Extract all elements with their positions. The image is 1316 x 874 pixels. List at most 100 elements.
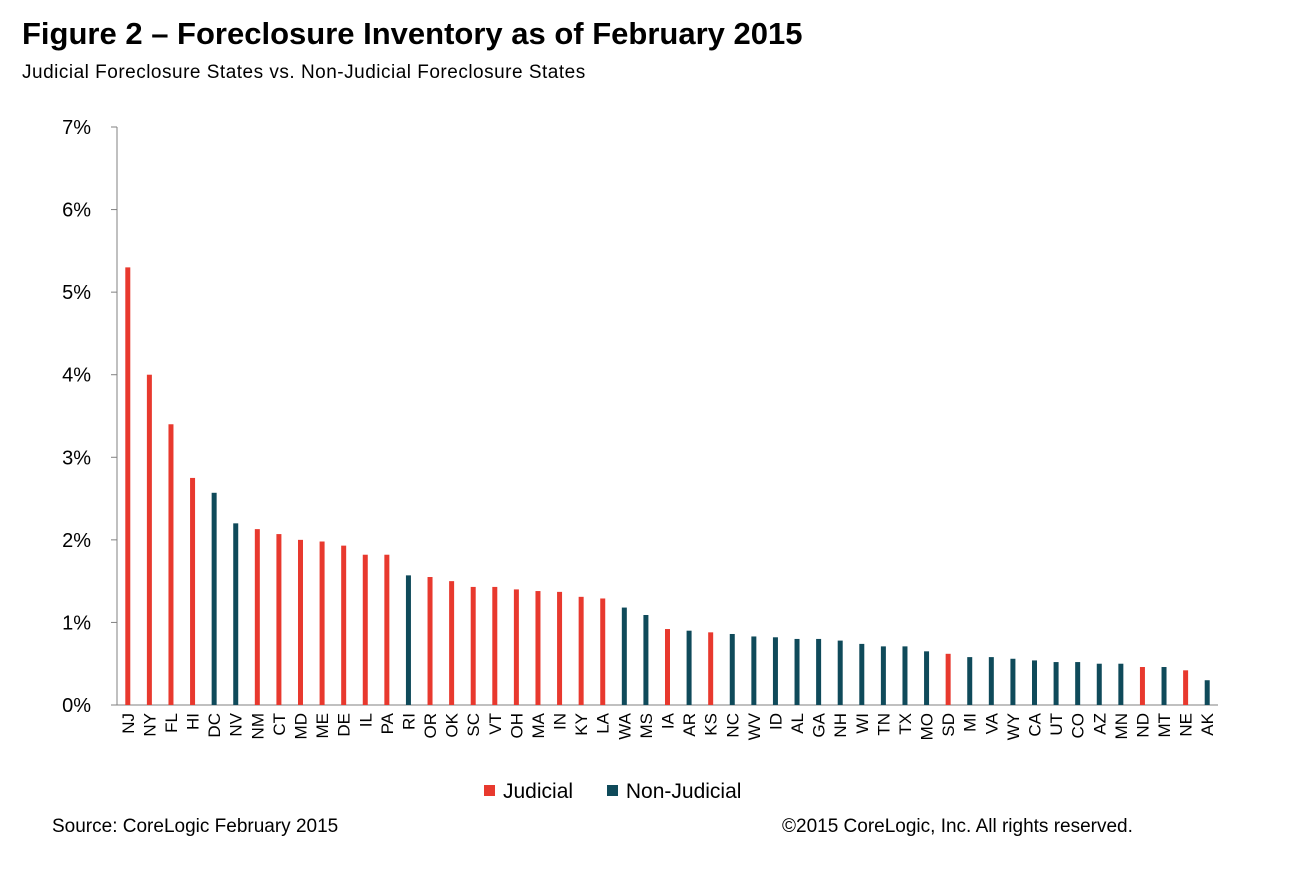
legend-swatch-non-judicial: [606, 785, 618, 796]
y-tick-label: 5%: [62, 282, 91, 304]
bar-ga: [816, 638, 822, 705]
bar-ky: [578, 596, 584, 705]
x-tick-label: MA: [529, 712, 548, 738]
x-tick-label: AZ: [1090, 713, 1109, 735]
bar-al: [794, 638, 800, 705]
bar-ut: [1053, 662, 1059, 705]
y-tick-label: 3%: [62, 447, 91, 469]
legend-label-non-judicial: Non-Judicial: [625, 780, 742, 803]
legend-swatch-judicial: [484, 785, 495, 796]
bar-mt: [1161, 667, 1167, 705]
x-tick-label: AR: [680, 713, 699, 737]
x-tick-label: ID: [766, 713, 785, 730]
legend-item-non-judicial: Non-Judicial: [606, 780, 742, 804]
bar-md: [298, 539, 303, 705]
copyright-note: ©2015 CoreLogic, Inc. All rights reserve…: [782, 816, 1133, 837]
x-tick-label: NM: [248, 713, 267, 739]
x-tick-label: OK: [443, 712, 462, 737]
bar-mi: [967, 657, 973, 705]
y-tick-label: 1%: [62, 612, 91, 634]
bar-ak: [1204, 680, 1210, 705]
x-tick-label: MI: [961, 713, 980, 732]
x-tick-label: WA: [615, 712, 634, 739]
x-tick-label: NE: [1177, 713, 1196, 737]
x-tick-label: AL: [788, 713, 807, 734]
y-tick-label: 0%: [62, 695, 91, 717]
bar-ct: [276, 534, 282, 705]
bar-tx: [902, 646, 908, 705]
bar-sc: [470, 586, 476, 705]
x-tick-label: WY: [1004, 713, 1023, 740]
x-tick-label: RI: [399, 713, 418, 730]
y-tick-label: 2%: [62, 530, 91, 552]
legend-label-judicial: Judicial: [503, 780, 574, 803]
y-tick-label: 4%: [62, 365, 91, 387]
bar-nv: [233, 523, 239, 705]
bar-hi: [190, 477, 196, 705]
chart-subtitle: Judicial Foreclosure States vs. Non-Judi…: [22, 62, 586, 83]
bar-wy: [1010, 658, 1016, 705]
bar-il: [362, 554, 368, 705]
bar-ar: [686, 630, 692, 705]
x-tick-label: TX: [896, 713, 915, 735]
bar-nm: [254, 529, 260, 705]
x-tick-label: VA: [982, 712, 1001, 734]
bar-id: [772, 637, 778, 705]
bar-mn: [1118, 663, 1124, 705]
bar-nj: [125, 267, 131, 705]
x-tick-label: DC: [205, 713, 224, 738]
bar-wv: [751, 636, 757, 705]
bar-co: [1075, 662, 1081, 705]
bar-mo: [924, 651, 930, 705]
source-note: Source: CoreLogic February 2015: [52, 816, 339, 837]
bar-ne: [1183, 670, 1189, 705]
bar-nc: [729, 633, 735, 705]
bar-or: [427, 577, 433, 705]
bar-ia: [665, 629, 670, 705]
x-tick-label: UT: [1047, 713, 1066, 736]
chart-title: Figure 2 – Foreclosure Inventory as of F…: [22, 16, 803, 51]
x-tick-label: WV: [745, 712, 764, 740]
x-tick-label: ND: [1133, 713, 1152, 738]
x-tick-label: WI: [853, 713, 872, 734]
x-tick-label: NV: [227, 712, 246, 736]
x-tick-label: MO: [918, 713, 937, 740]
x-tick-label: HI: [184, 713, 203, 730]
bar-dc: [211, 492, 217, 705]
x-tick-label: SD: [939, 713, 958, 737]
bar-wa: [621, 607, 627, 705]
x-tick-label: CO: [1069, 713, 1088, 739]
x-tick-label: NJ: [119, 713, 138, 734]
bar-in: [557, 591, 563, 705]
x-tick-label: KY: [572, 713, 591, 736]
x-tick-label: IN: [551, 713, 570, 730]
x-tick-label: CT: [270, 713, 289, 736]
x-tick-label: MT: [1155, 713, 1174, 738]
bar-ca: [1032, 660, 1037, 705]
bar-sd: [945, 653, 951, 705]
bar-ks: [708, 632, 714, 705]
bar-oh: [513, 589, 519, 705]
x-tick-label: KS: [702, 713, 721, 736]
bar-fl: [168, 424, 174, 705]
bar-wi: [859, 643, 865, 705]
bar-ma: [535, 591, 541, 705]
legend: Judicial Non-Judicial: [484, 780, 769, 804]
bar-ri: [405, 575, 411, 705]
x-tick-label: NY: [140, 713, 159, 737]
x-tick-label: NC: [723, 713, 742, 738]
x-tick-label: DE: [335, 713, 354, 737]
x-tick-label: ME: [313, 713, 332, 739]
x-tick-label: IL: [356, 713, 375, 727]
x-tick-label: SC: [464, 713, 483, 737]
x-tick-label: OR: [421, 713, 440, 739]
y-tick-label: 6%: [62, 200, 91, 222]
x-tick-label: NH: [831, 713, 850, 738]
bar-vt: [492, 586, 498, 705]
x-tick-label: OH: [507, 713, 526, 739]
x-tick-label: MS: [637, 713, 656, 739]
bar-tn: [880, 646, 886, 705]
x-tick-label: FL: [162, 713, 181, 733]
x-tick-label: LA: [594, 712, 613, 733]
